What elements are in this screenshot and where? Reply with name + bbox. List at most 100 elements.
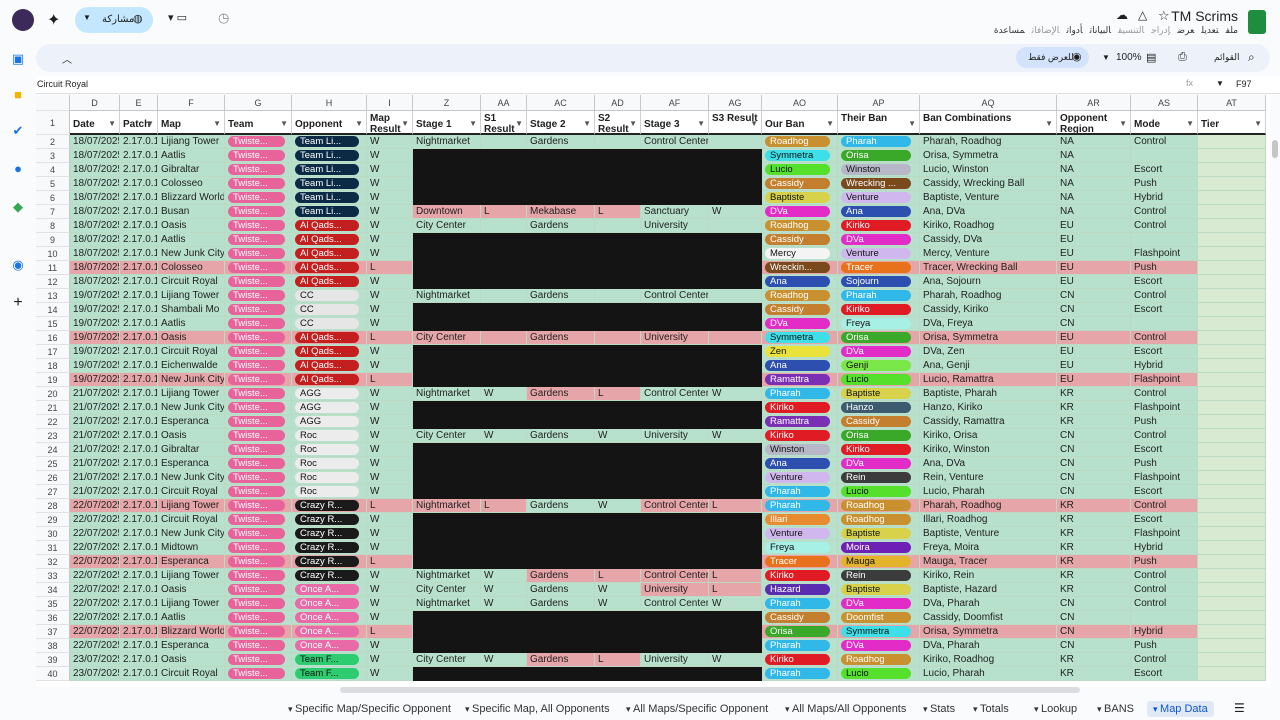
table-cell[interactable]: 21/07/2025 (70, 471, 120, 485)
horizontal-scrollbar[interactable] (340, 687, 1080, 693)
table-cell[interactable]: Al Qads... (292, 359, 367, 373)
table-cell[interactable]: L (595, 569, 641, 583)
format-icon[interactable]: ▤ (1146, 52, 1157, 64)
table-cell[interactable] (641, 527, 709, 541)
table-cell[interactable]: W (367, 429, 413, 443)
table-cell[interactable] (413, 247, 481, 261)
table-cell[interactable] (595, 317, 641, 331)
table-cell[interactable] (481, 233, 527, 247)
table-cell[interactable]: Tracer (762, 555, 838, 569)
table-cell[interactable]: CN (1057, 639, 1131, 653)
table-cell[interactable]: Orisa, Symmetra (920, 149, 1057, 163)
table-cell[interactable]: Lucio, Winston (920, 163, 1057, 177)
table-cell[interactable]: New Junk City (158, 471, 225, 485)
column-header[interactable]: F (158, 95, 225, 111)
row-header[interactable]: 2 (36, 135, 70, 149)
table-cell[interactable] (481, 303, 527, 317)
table-cell[interactable]: Pharah (762, 485, 838, 499)
table-cell[interactable]: Control (1131, 387, 1198, 401)
table-cell[interactable] (481, 163, 527, 177)
row-header[interactable]: 36 (36, 611, 70, 625)
table-cell[interactable]: 22/07/2025 (70, 611, 120, 625)
table-cell[interactable] (595, 289, 641, 303)
menu-item[interactable]: مساعدة (993, 25, 1025, 35)
table-cell[interactable]: Kiriko (838, 443, 920, 457)
table-cell[interactable]: 2.17.0.1 (120, 317, 158, 331)
table-cell[interactable]: Twiste... (225, 247, 292, 261)
table-cell[interactable] (709, 485, 762, 499)
table-cell[interactable] (1198, 233, 1266, 247)
table-cell[interactable]: 2.17.0.1 (120, 555, 158, 569)
table-cell[interactable] (1198, 653, 1266, 667)
table-cell[interactable] (595, 541, 641, 555)
table-cell[interactable] (413, 443, 481, 457)
table-cell[interactable]: Gardens (527, 583, 595, 597)
table-cell[interactable] (709, 289, 762, 303)
row-header[interactable]: 12 (36, 275, 70, 289)
table-cell[interactable]: W (367, 415, 413, 429)
table-cell[interactable]: Flashpoint (1131, 401, 1198, 415)
table-cell[interactable]: L (367, 261, 413, 275)
table-cell[interactable]: Hanzo (838, 401, 920, 415)
table-cell[interactable] (1198, 289, 1266, 303)
table-cell[interactable]: 2.17.0.1 (120, 191, 158, 205)
row-header[interactable]: 8 (36, 219, 70, 233)
tasks-icon[interactable]: ✔ (12, 123, 24, 138)
column-header[interactable]: E (120, 95, 158, 111)
table-cell[interactable]: Baptiste, Hazard (920, 583, 1057, 597)
menu-item[interactable]: إدراج (1151, 25, 1171, 35)
table-cell[interactable]: Twiste... (225, 569, 292, 583)
table-cell[interactable] (595, 401, 641, 415)
table-cell[interactable] (595, 639, 641, 653)
table-cell[interactable]: W (367, 639, 413, 653)
table-cell[interactable]: Illari (762, 513, 838, 527)
row-header[interactable]: 27 (36, 485, 70, 499)
table-cell[interactable] (595, 261, 641, 275)
table-cell[interactable]: W (481, 597, 527, 611)
table-cell[interactable]: CN (1057, 485, 1131, 499)
header-cell[interactable]: Ban Combinations ▼ (920, 111, 1057, 135)
table-cell[interactable]: Push (1131, 555, 1198, 569)
table-cell[interactable] (413, 317, 481, 331)
table-cell[interactable] (709, 177, 762, 191)
table-cell[interactable]: Twiste... (225, 331, 292, 345)
table-cell[interactable]: Control (1131, 289, 1198, 303)
table-cell[interactable]: Team F... (292, 667, 367, 681)
table-cell[interactable]: W (367, 471, 413, 485)
filter-icon[interactable]: ▼ (469, 119, 477, 128)
table-cell[interactable]: 2.17.0.1 (120, 387, 158, 401)
table-cell[interactable]: Symmetra (762, 149, 838, 163)
table-cell[interactable]: New Junk City (158, 527, 225, 541)
table-cell[interactable]: Pharah (838, 289, 920, 303)
table-cell[interactable]: Roadhog (838, 499, 920, 513)
row-header[interactable]: 21 (36, 401, 70, 415)
table-cell[interactable] (709, 415, 762, 429)
table-cell[interactable]: 2.17.0.1 (120, 583, 158, 597)
table-cell[interactable]: CN (1057, 457, 1131, 471)
table-cell[interactable]: Moira (838, 541, 920, 555)
table-cell[interactable]: Baptiste (762, 191, 838, 205)
table-cell[interactable]: W (595, 597, 641, 611)
table-cell[interactable]: W (367, 233, 413, 247)
print-icon[interactable]: ⎙ (1178, 51, 1187, 63)
table-cell[interactable] (595, 345, 641, 359)
table-cell[interactable]: W (367, 667, 413, 681)
sheet-tab[interactable]: ▾ BANS (1097, 701, 1134, 717)
table-cell[interactable]: DVa, Pharah (920, 639, 1057, 653)
table-cell[interactable]: University (641, 653, 709, 667)
table-cell[interactable]: Ana, Genji (920, 359, 1057, 373)
table-cell[interactable]: Crazy R... (292, 569, 367, 583)
table-cell[interactable] (641, 373, 709, 387)
table-cell[interactable] (709, 443, 762, 457)
table-cell[interactable]: Gardens (527, 597, 595, 611)
table-cell[interactable] (1198, 191, 1266, 205)
tab-dropdown-icon[interactable]: ▾ (973, 704, 981, 714)
table-cell[interactable]: Al Qads... (292, 233, 367, 247)
table-cell[interactable] (641, 233, 709, 247)
table-cell[interactable] (527, 149, 595, 163)
table-cell[interactable] (413, 639, 481, 653)
table-cell[interactable]: City Center (413, 429, 481, 443)
table-cell[interactable]: CN (1057, 471, 1131, 485)
table-cell[interactable]: Twiste... (225, 345, 292, 359)
table-cell[interactable] (709, 555, 762, 569)
